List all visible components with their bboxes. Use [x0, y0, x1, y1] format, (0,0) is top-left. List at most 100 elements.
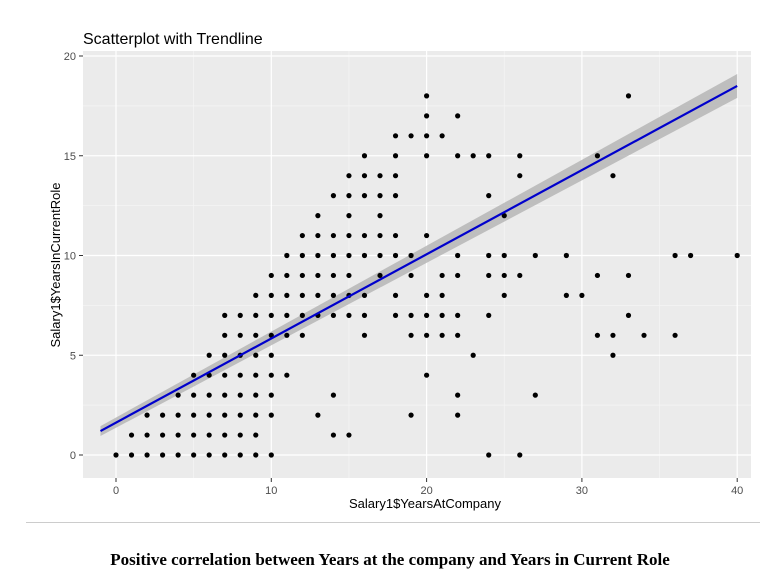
data-point	[361, 193, 368, 199]
data-point	[455, 153, 461, 159]
data-point	[734, 252, 740, 259]
data-point	[563, 252, 569, 259]
data-point	[392, 292, 399, 298]
data-point	[175, 392, 181, 398]
x-axis: 0 10 20 30 40	[113, 478, 743, 497]
y-axis-label: Salary1$YearsInCurrentRole	[48, 182, 63, 347]
chart-title: Scatterplot with Trendline	[83, 31, 263, 48]
data-point	[424, 133, 430, 139]
data-point	[392, 193, 399, 199]
data-point	[299, 332, 305, 338]
data-point	[455, 412, 461, 418]
data-point	[237, 432, 243, 438]
data-point	[206, 352, 212, 358]
data-point	[377, 272, 383, 279]
data-point	[594, 332, 601, 338]
data-point	[330, 272, 337, 279]
figure-bottom-border	[26, 522, 760, 523]
trendline	[99, 84, 738, 433]
data-point	[268, 372, 274, 378]
data-point	[439, 332, 445, 338]
data-point	[455, 332, 461, 338]
data-point	[222, 332, 228, 338]
data-point	[253, 312, 259, 318]
data-point	[284, 332, 290, 338]
data-point	[392, 173, 399, 179]
data-point	[299, 272, 305, 279]
data-point	[594, 272, 601, 279]
data-point	[128, 452, 135, 458]
data-point	[330, 312, 337, 318]
data-point	[408, 272, 414, 279]
data-point	[501, 272, 507, 279]
y-tick-label: 10	[64, 251, 76, 263]
data-point	[610, 173, 616, 179]
data-point	[470, 352, 476, 358]
data-point	[688, 252, 694, 259]
data-point	[237, 392, 243, 398]
data-point	[330, 292, 337, 298]
data-point	[517, 272, 523, 279]
data-point	[392, 232, 399, 239]
data-point	[299, 232, 305, 239]
data-point	[206, 432, 212, 438]
data-point	[113, 452, 119, 458]
data-point	[455, 113, 461, 119]
data-point	[672, 332, 678, 338]
data-point	[424, 332, 430, 338]
data-point	[284, 372, 290, 378]
data-point	[159, 452, 166, 458]
data-point	[486, 252, 492, 259]
y-axis: 0 5 10 15 20	[64, 51, 83, 462]
data-point	[315, 412, 321, 418]
data-point	[361, 292, 368, 298]
data-point	[532, 252, 538, 259]
data-point	[641, 332, 647, 338]
data-point	[268, 312, 274, 318]
data-point	[439, 272, 445, 279]
minor-gridlines	[83, 51, 751, 478]
data-point	[128, 432, 135, 438]
data-point	[175, 452, 181, 458]
data-point	[532, 392, 538, 398]
data-point	[222, 452, 228, 458]
x-tick-label: 40	[731, 485, 743, 497]
data-point	[455, 252, 461, 259]
data-point	[237, 312, 243, 318]
data-point	[346, 272, 352, 279]
data-point	[346, 173, 352, 179]
data-point	[268, 292, 274, 298]
data-point	[377, 193, 383, 199]
data-point	[517, 452, 523, 458]
data-point	[191, 452, 197, 458]
data-point	[222, 392, 228, 398]
data-point	[439, 312, 445, 318]
data-point	[501, 252, 507, 259]
data-point	[361, 312, 368, 318]
data-point	[361, 332, 368, 338]
data-point	[408, 252, 414, 259]
data-point	[486, 452, 492, 458]
y-tick-label: 5	[70, 350, 76, 362]
data-point	[361, 252, 368, 259]
data-point	[206, 452, 212, 458]
data-point	[284, 312, 290, 318]
data-point	[424, 312, 430, 318]
data-point	[315, 213, 321, 219]
data-point	[392, 133, 399, 139]
data-point	[237, 452, 243, 458]
data-point	[377, 252, 383, 259]
data-point	[517, 153, 523, 159]
data-point	[486, 272, 492, 279]
data-point	[253, 412, 259, 418]
data-point	[408, 133, 414, 139]
data-point	[424, 232, 430, 239]
data-point	[424, 93, 430, 99]
data-point	[315, 292, 321, 298]
data-point	[175, 432, 181, 438]
data-point	[346, 312, 352, 318]
data-point	[392, 312, 399, 318]
data-point	[408, 312, 414, 318]
data-point	[315, 252, 321, 259]
data-point	[346, 252, 352, 259]
